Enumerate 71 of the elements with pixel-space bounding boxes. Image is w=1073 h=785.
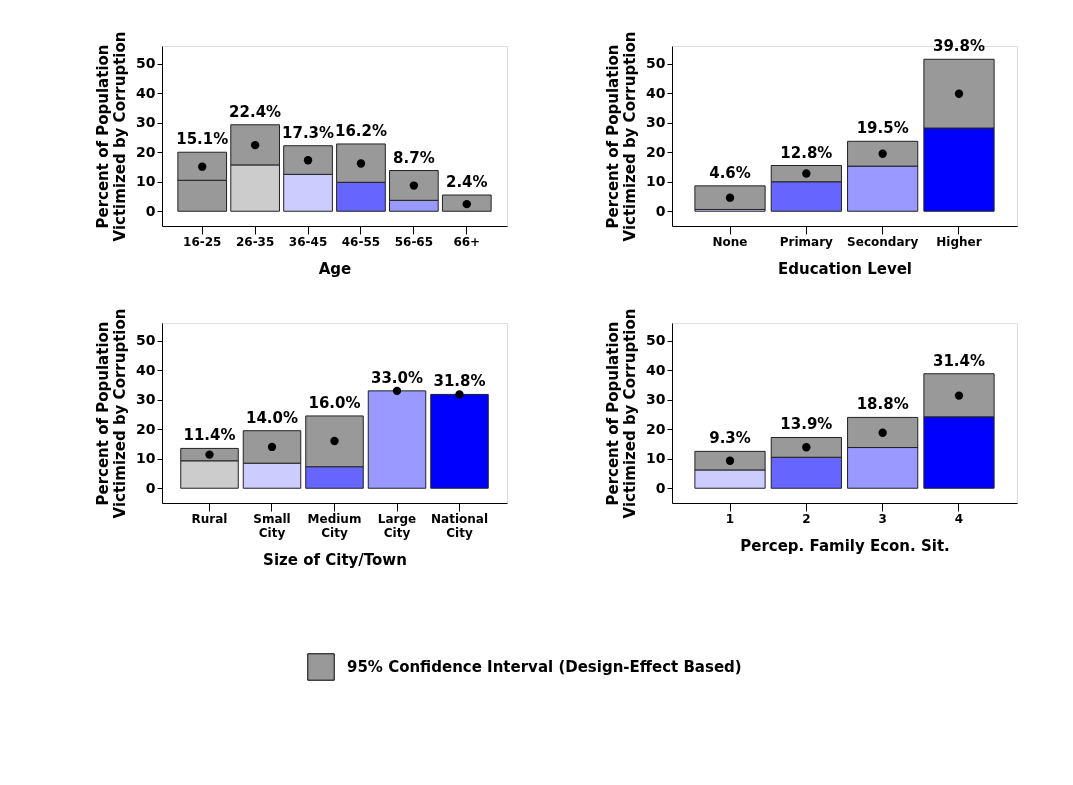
y-tick-label: 20 bbox=[646, 420, 666, 437]
data-label: 4.6% bbox=[709, 163, 751, 182]
legend-label: 95% Confidence Interval (Design-Effect Based) bbox=[347, 658, 742, 676]
y-axis-title: Percent of Population Victimized by Corruption bbox=[94, 308, 130, 519]
data-label: 14.0% bbox=[245, 408, 299, 427]
y-tick-label: 20 bbox=[646, 143, 666, 160]
data-label: 16.2% bbox=[334, 121, 387, 140]
x-tick-label: 36-45 bbox=[288, 234, 328, 249]
x-tick-label: Higher bbox=[936, 234, 982, 249]
y-tick-label: 0 bbox=[655, 479, 666, 496]
x-axis-title: Size of City/Town bbox=[263, 550, 407, 569]
x-tick-label: 2 bbox=[802, 511, 811, 526]
x-tick-label: Medium City bbox=[307, 511, 362, 540]
x-tick-label: 26-35 bbox=[235, 234, 275, 249]
y-tick-label: 10 bbox=[646, 173, 666, 190]
x-tick-label: 56-65 bbox=[394, 234, 434, 249]
y-tick-label: 0 bbox=[655, 202, 666, 219]
y-tick-label: 10 bbox=[136, 450, 156, 467]
y-tick-label: 30 bbox=[646, 114, 666, 131]
data-label: 19.5% bbox=[856, 119, 909, 138]
x-tick-label: 66+ bbox=[453, 234, 481, 249]
x-tick-label: 3 bbox=[878, 511, 887, 526]
y-tick-label: 20 bbox=[136, 420, 156, 437]
y-tick-label: 30 bbox=[136, 114, 156, 131]
data-label: 18.8% bbox=[856, 395, 909, 414]
x-tick-label: Rural bbox=[191, 511, 228, 526]
y-tick-label: 0 bbox=[145, 479, 156, 496]
data-label: 22.4% bbox=[229, 102, 282, 121]
y-tick-label: 50 bbox=[646, 55, 666, 72]
y-tick-label: 50 bbox=[136, 55, 156, 72]
data-label: 31.4% bbox=[932, 351, 986, 370]
y-axis-title: Percent of Population Victimized by Corruption bbox=[604, 31, 640, 242]
y-tick-label: 40 bbox=[136, 361, 156, 378]
data-label: 11.4% bbox=[183, 426, 236, 445]
x-tick-label: 4 bbox=[954, 511, 964, 526]
x-tick-label: Secondary bbox=[847, 234, 919, 249]
data-label: 15.1% bbox=[176, 130, 229, 149]
x-tick-label: Primary bbox=[779, 234, 834, 249]
data-label: 2.4% bbox=[445, 173, 488, 192]
y-tick-label: 40 bbox=[136, 84, 156, 101]
x-tick-label: Large City bbox=[377, 511, 417, 540]
data-label: 39.8% bbox=[932, 37, 986, 56]
data-label: 13.9% bbox=[780, 415, 833, 434]
y-tick-label: 20 bbox=[136, 143, 156, 160]
y-axis-title: Percent of Population Victimized by Corruption bbox=[604, 308, 640, 519]
x-tick-label: 1 bbox=[725, 511, 735, 526]
x-tick-label: None bbox=[712, 234, 748, 249]
x-tick-label: 46-55 bbox=[341, 234, 381, 249]
x-axis-title: Education Level bbox=[777, 259, 913, 278]
x-tick-label: 16-25 bbox=[183, 234, 222, 249]
y-tick-label: 30 bbox=[646, 391, 666, 408]
y-tick-label: 0 bbox=[145, 202, 156, 219]
data-label: 17.3% bbox=[282, 123, 335, 142]
data-label: 12.8% bbox=[780, 143, 833, 162]
x-axis-title: Age bbox=[318, 259, 352, 278]
x-axis-title: Percep. Family Econ. Sit. bbox=[740, 536, 950, 555]
y-tick-label: 40 bbox=[646, 361, 666, 378]
data-label: 9.3% bbox=[709, 429, 751, 448]
data-label: 8.7% bbox=[393, 148, 435, 167]
x-tick-label: National City bbox=[431, 511, 488, 540]
y-tick-label: 10 bbox=[136, 173, 156, 190]
y-tick-label: 10 bbox=[646, 450, 666, 467]
data-label: 33.0% bbox=[370, 368, 424, 387]
data-label: 31.8% bbox=[433, 372, 486, 391]
y-axis-title: Percent of Population Victimized by Corruption bbox=[94, 31, 130, 242]
x-tick-label: Small City bbox=[253, 511, 291, 540]
y-tick-label: 30 bbox=[136, 391, 156, 408]
data-label: 16.0% bbox=[308, 393, 361, 412]
y-tick-label: 40 bbox=[646, 84, 666, 101]
y-tick-label: 50 bbox=[646, 332, 666, 349]
y-tick-label: 50 bbox=[136, 332, 156, 349]
